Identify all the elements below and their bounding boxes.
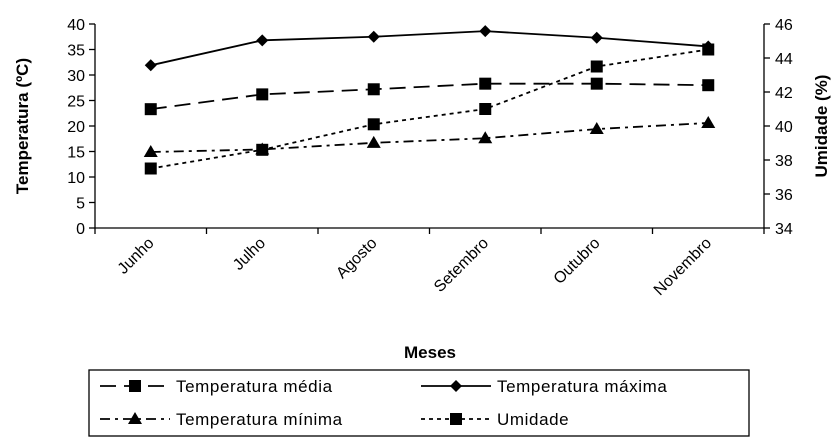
legend-marker-3 (128, 412, 142, 424)
data-point-series-1 (367, 83, 380, 96)
x-category-label: Setembro (431, 235, 492, 296)
data-point-series-1 (256, 88, 269, 101)
series-line-2 (150, 30, 709, 67)
y-tick-label: 40 (67, 17, 85, 34)
data-point-series-1 (479, 77, 492, 90)
data-point-series-4 (479, 103, 492, 115)
y-tick-label: 20 (67, 119, 85, 136)
data-point-series-2 (590, 31, 603, 44)
series-line-4 (150, 48, 709, 170)
data-point-series-4 (144, 162, 157, 175)
x-category-label: Julho (230, 235, 269, 274)
data-point-series-3 (366, 135, 381, 148)
series-layer (143, 25, 716, 175)
series-line-3 (150, 122, 709, 153)
legend-label-3: Temperatura mínima (176, 410, 343, 429)
series-line-1 (150, 82, 709, 111)
y-tick-label: 25 (67, 94, 85, 111)
axes-layer (89, 23, 770, 234)
x-category-label: Agosto (333, 235, 380, 282)
y-tick-label: 5 (76, 196, 85, 213)
y2-axis-title: Umidade (%) (812, 75, 831, 178)
y-tick-label: 35 (67, 43, 85, 60)
y2-tick-label: 46 (775, 17, 793, 34)
data-point-series-2 (256, 34, 269, 47)
data-point-series-1 (590, 77, 603, 90)
labels-layer: 0 5 10 15 20 25 30 35 40 34 36 38 40 42 44 46 Junho Julho… (13, 17, 831, 362)
data-point-series-4 (367, 118, 380, 131)
y-tick-label: 0 (76, 221, 85, 238)
data-point-series-1 (702, 79, 715, 92)
data-point-series-2 (479, 25, 492, 38)
y2-tick-label: 40 (775, 119, 793, 136)
y-tick-label: 30 (67, 68, 85, 85)
y2-tick-label: 38 (775, 153, 793, 170)
legend-label-2: Temperatura máxima (497, 377, 667, 396)
x-category-label: Novembro (651, 235, 715, 299)
y2-tick-label: 34 (775, 221, 793, 238)
data-point-series-3 (478, 131, 493, 144)
y-tick-label: 10 (67, 170, 85, 187)
data-point-series-3 (143, 145, 158, 158)
legend-marker-4 (450, 413, 462, 425)
data-point-series-4 (702, 43, 715, 56)
data-point-series-1 (144, 103, 157, 116)
data-point-series-2 (144, 59, 157, 72)
x-axis-title: Meses (404, 343, 456, 362)
x-category-label: Junho (115, 235, 158, 278)
y-tick-label: 15 (67, 145, 85, 162)
data-point-series-4 (590, 60, 603, 73)
legend-marker-2 (450, 380, 462, 392)
y2-tick-label: 36 (775, 187, 793, 204)
y2-tick-label: 42 (775, 85, 793, 102)
y2-tick-label: 44 (775, 51, 793, 68)
legend-label-4: Umidade (497, 410, 569, 429)
legend-marker-1 (129, 380, 141, 392)
y-axis-title: Temperatura (ºC) (13, 58, 32, 194)
x-category-label: Outubro (551, 235, 604, 288)
legend-label-1: Temperatura média (176, 377, 333, 396)
data-point-series-4 (256, 143, 269, 156)
data-point-series-3 (589, 122, 604, 135)
data-point-series-3 (701, 115, 716, 128)
legend-box (88, 369, 750, 437)
legend-layer: Temperatura média Temperatura máxima Tempe… (88, 369, 750, 437)
data-point-series-2 (367, 30, 380, 43)
